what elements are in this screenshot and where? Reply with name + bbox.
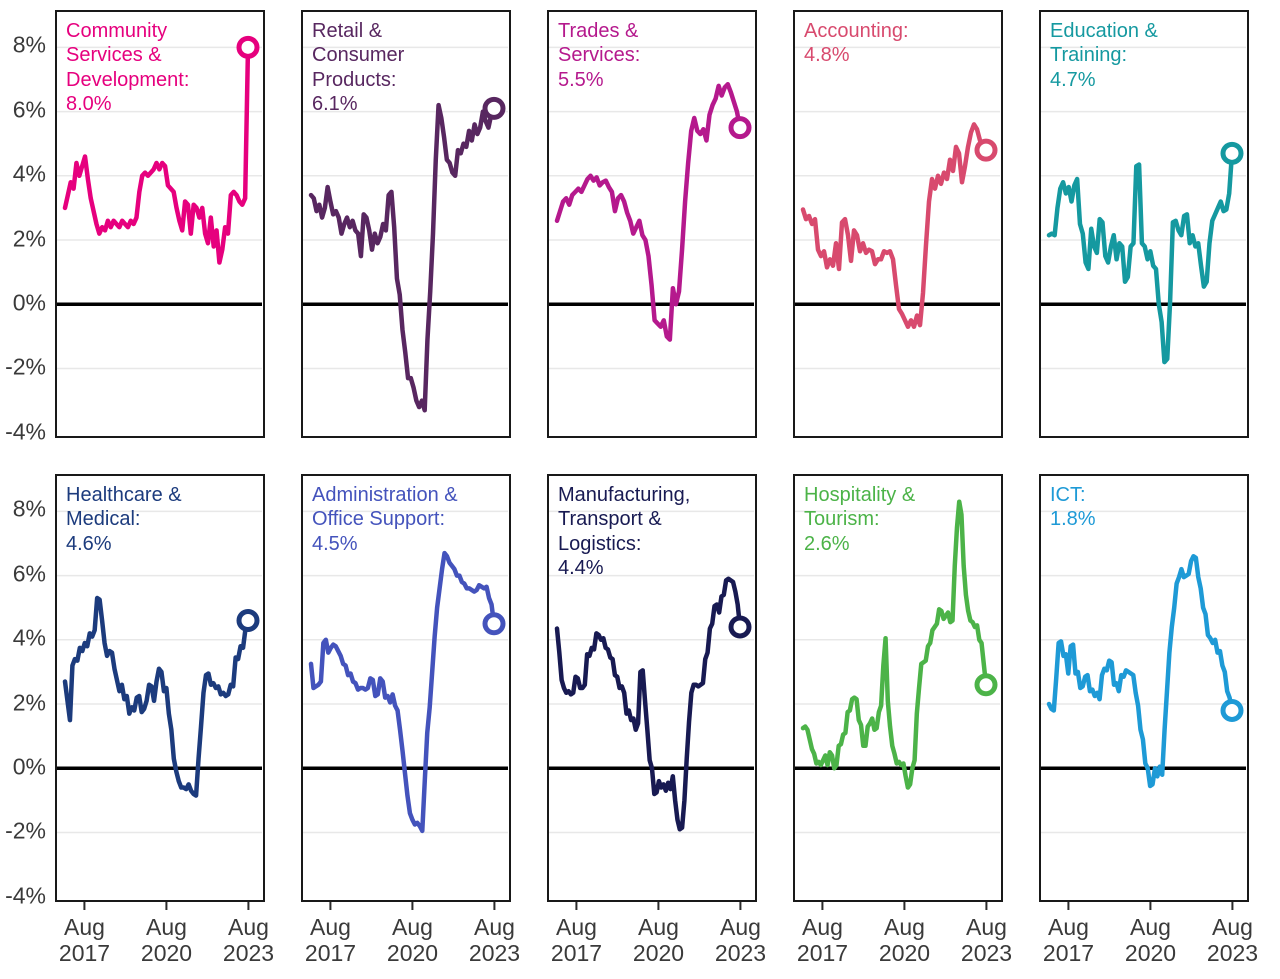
x-tick-mark <box>411 902 414 910</box>
x-tick-label: Aug 2023 <box>223 902 274 967</box>
panel-retail-consumer-products: Retail & Consumer Products: 6.1% <box>301 10 511 438</box>
x-tick-mark <box>1149 902 1152 910</box>
x-tick-mark <box>493 902 496 910</box>
x-tick-label: Aug 2023 <box>469 902 520 967</box>
x-tick-label: Aug 2017 <box>797 902 848 967</box>
x-tick-label: Aug 2017 <box>305 902 356 967</box>
panel-latest-value: 4.4% <box>558 557 604 580</box>
x-axis-labels: Aug 2017 Aug 2020 Aug 2023 <box>793 902 1012 974</box>
panel-title-text: Healthcare & Medical: <box>66 484 182 531</box>
panel-manufacturing-transport-logistics: Manufacturing, Transport & Logistics: 4.4… <box>547 474 757 902</box>
chart-row-bottom: 8% 6% 4% 2% 0% -2% -4% Healthcare & Medi… <box>0 474 1280 974</box>
y-tick-label: -2% <box>5 353 46 380</box>
panel-latest-value: 8.0% <box>66 93 112 116</box>
x-tick-label: Aug 2023 <box>715 902 766 967</box>
x-tick-label: Aug 2017 <box>1043 902 1094 967</box>
panel-latest-value: 2.6% <box>804 532 850 555</box>
panel-title-text: ICT: <box>1050 484 1086 506</box>
x-tick-mark <box>985 902 988 910</box>
x-axis-labels: Aug 2017 Aug 2020 Aug 2023 <box>301 902 520 974</box>
panel-latest-value: 4.5% <box>312 532 358 555</box>
y-tick-label: 0% <box>12 289 46 316</box>
panel-title: Healthcare & Medical: 4.6% <box>66 483 221 556</box>
panel-title-text: Community Services & Development: <box>66 20 190 91</box>
y-tick-label: -4% <box>5 882 46 909</box>
y-tick-label: -2% <box>5 817 46 844</box>
x-tick-label: Aug 2023 <box>1207 902 1258 967</box>
panel-title: Manufacturing, Transport & Logistics: 4.4… <box>558 483 713 581</box>
x-tick-mark <box>821 902 824 910</box>
panel-title-text: Manufacturing, Transport & Logistics: <box>558 484 691 555</box>
panel-latest-value: 4.6% <box>66 532 112 555</box>
panel-title-text: Retail & Consumer Products: <box>312 20 405 91</box>
x-tick-mark <box>657 902 660 910</box>
panel-latest-value: 1.8% <box>1050 508 1096 531</box>
panel-title-text: Education & Training: <box>1050 20 1158 67</box>
y-tick-label: 8% <box>12 31 46 58</box>
x-tick-mark <box>575 902 578 910</box>
x-tick-label: Aug 2017 <box>551 902 602 967</box>
x-axis-labels: Aug 2017 Aug 2020 Aug 2023 <box>55 902 274 974</box>
x-tick-label: Aug 2017 <box>59 902 110 967</box>
x-tick-mark <box>329 902 332 910</box>
panel-education-training: Education & Training: 4.7% <box>1039 10 1249 438</box>
chart-row-top: 8% 6% 4% 2% 0% -2% -4% Community Service… <box>0 10 1280 445</box>
panel-title: Education & Training: 4.7% <box>1050 19 1205 92</box>
panel-title: ICT: 1.8% <box>1050 483 1205 532</box>
y-tick-label: 2% <box>12 225 46 252</box>
y-tick-label: 2% <box>12 689 46 716</box>
panel-title-text: Administration & Office Support: <box>312 484 458 531</box>
y-tick-label: 0% <box>12 753 46 780</box>
panels-bottom: Healthcare & Medical: 4.6% Aug 2017 Aug 2020… <box>55 474 1258 974</box>
panel-title-text: Trades & Services: <box>558 20 641 67</box>
panel-title: Retail & Consumer Products: 6.1% <box>312 19 467 117</box>
panel-title-text: Accounting: <box>804 20 909 42</box>
x-tick-label: Aug 2020 <box>879 902 930 967</box>
panel-community-services-development: Community Services & Development: 8.0% <box>55 10 265 438</box>
y-tick-label: 4% <box>12 160 46 187</box>
x-tick-label: Aug 2020 <box>141 902 192 967</box>
panel-title: Administration & Office Support: 4.5% <box>312 483 467 556</box>
x-tick-label: Aug 2023 <box>961 902 1012 967</box>
x-axis-labels: Aug 2017 Aug 2020 Aug 2023 <box>547 902 766 974</box>
x-tick-mark <box>1067 902 1070 910</box>
y-tick-label: 4% <box>12 624 46 651</box>
panel-healthcare-medical: Healthcare & Medical: 4.6% <box>55 474 265 902</box>
x-tick-label: Aug 2020 <box>1125 902 1176 967</box>
panel-title-text: Hospitality & Tourism: <box>804 484 916 531</box>
panel-hospitality-tourism: Hospitality & Tourism: 2.6% <box>793 474 1003 902</box>
x-tick-mark <box>739 902 742 910</box>
x-tick-mark <box>1231 902 1234 910</box>
panel-latest-value: 5.5% <box>558 68 604 91</box>
panel-title: Community Services & Development: 8.0% <box>66 19 221 117</box>
panel-title: Trades & Services: 5.5% <box>558 19 713 92</box>
y-tick-label: 8% <box>12 495 46 522</box>
x-tick-label: Aug 2020 <box>387 902 438 967</box>
y-tick-label: -4% <box>5 418 46 445</box>
x-tick-label: Aug 2020 <box>633 902 684 967</box>
panel-administration-office-support: Administration & Office Support: 4.5% <box>301 474 511 902</box>
panels-top: Community Services & Development: 8.0% Re… <box>55 10 1249 438</box>
panel-trades-services: Trades & Services: 5.5% <box>547 10 757 438</box>
panel-title: Accounting: 4.8% <box>804 19 959 68</box>
panel-title: Hospitality & Tourism: 2.6% <box>804 483 959 556</box>
panel-ict: ICT: 1.8% <box>1039 474 1249 902</box>
x-tick-mark <box>83 902 86 910</box>
y-tick-label: 6% <box>12 96 46 123</box>
x-tick-mark <box>247 902 250 910</box>
y-axis-labels-bottom: 8% 6% 4% 2% 0% -2% -4% <box>0 474 55 974</box>
y-tick-label: 6% <box>12 560 46 587</box>
panel-latest-value: 4.7% <box>1050 68 1096 91</box>
panel-accounting: Accounting: 4.8% <box>793 10 1003 438</box>
x-axis-labels: Aug 2017 Aug 2020 Aug 2023 <box>1039 902 1258 974</box>
panel-latest-value: 4.8% <box>804 44 850 67</box>
x-tick-mark <box>165 902 168 910</box>
y-axis-labels-top: 8% 6% 4% 2% 0% -2% -4% <box>0 10 55 445</box>
panel-latest-value: 6.1% <box>312 93 358 116</box>
x-tick-mark <box>903 902 906 910</box>
